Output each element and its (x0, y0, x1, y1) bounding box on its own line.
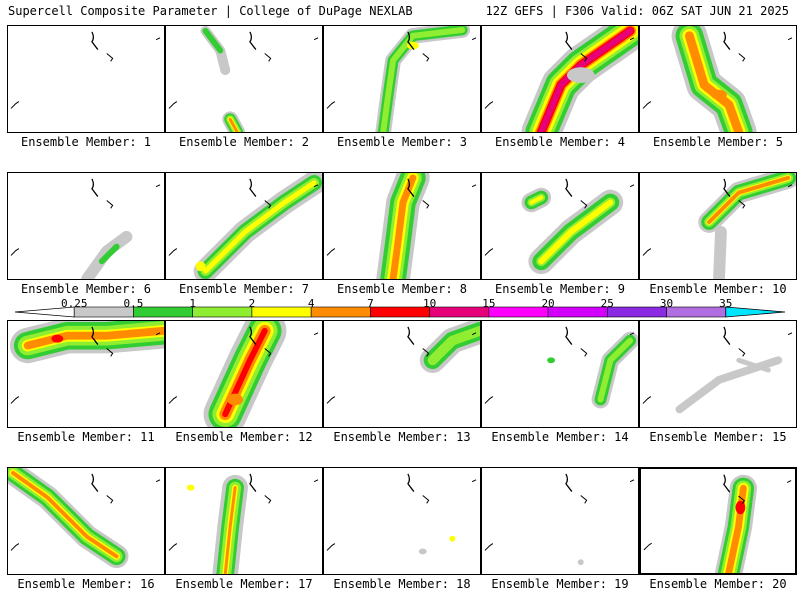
map-title: Supercell Composite Parameter | College … (8, 4, 413, 18)
ensemble-member-map-17[interactable] (165, 467, 323, 575)
map-field (484, 26, 638, 132)
map-field (168, 473, 319, 574)
ensemble-member-label-10: Ensemble Member: 10 (649, 282, 787, 296)
scale-label: 10 (422, 297, 437, 310)
ensemble-member-label-20: Ensemble Member: 20 (649, 577, 787, 591)
map-field (10, 178, 161, 279)
scale-swatch (547, 306, 608, 318)
map-field (642, 173, 796, 279)
map-field (484, 473, 635, 566)
ensemble-member-map-18[interactable] (323, 467, 481, 575)
map-field (8, 468, 161, 569)
scale-label: 2 (248, 297, 256, 310)
ensemble-member-label-6: Ensemble Member: 6 (20, 282, 152, 296)
scale-max-arrow (725, 306, 786, 318)
ensemble-member-label-9: Ensemble Member: 9 (494, 282, 626, 296)
scale-label: 15 (482, 297, 496, 310)
ensemble-member-label-18: Ensemble Member: 18 (333, 577, 471, 591)
scale-label: 1 (189, 297, 196, 310)
map-field (9, 321, 164, 404)
ensemble-member-label-8: Ensemble Member: 8 (336, 282, 468, 296)
scale-swatch (370, 306, 430, 318)
scale-label: 35 (719, 297, 733, 310)
map-field (168, 173, 322, 279)
map-field (484, 178, 635, 275)
scale-swatch (310, 306, 371, 318)
ensemble-member-label-7: Ensemble Member: 7 (178, 282, 310, 296)
ensemble-member-label-16: Ensemble Member: 16 (17, 577, 155, 591)
map-field (168, 321, 319, 427)
scale-swatch (192, 306, 253, 318)
map-field (168, 26, 319, 132)
map-field (643, 474, 792, 573)
ensemble-member-map-12[interactable] (165, 320, 323, 428)
ensemble-member-map-9[interactable] (481, 172, 639, 280)
scale-label: 7 (367, 297, 374, 310)
scale-swatch (607, 306, 667, 318)
ensemble-member-label-3: Ensemble Member: 3 (336, 135, 468, 149)
scale-label: 30 (659, 297, 674, 310)
ensemble-member-map-3[interactable] (323, 25, 481, 133)
ensemble-member-label-12: Ensemble Member: 12 (175, 430, 313, 444)
map-field (642, 26, 793, 132)
map-field (642, 326, 793, 414)
ensemble-member-label-4: Ensemble Member: 4 (494, 135, 626, 149)
map-field (10, 31, 161, 109)
scale-swatch (251, 306, 312, 318)
ensemble-member-map-2[interactable] (165, 25, 323, 133)
scale-label: 0.5 (123, 297, 144, 310)
ensemble-member-label-19: Ensemble Member: 19 (491, 577, 629, 591)
ensemble-member-map-5[interactable] (639, 25, 797, 133)
ensemble-member-map-11[interactable] (7, 320, 165, 428)
map-field (326, 473, 477, 555)
map-field (326, 321, 480, 404)
scale-label: 20 (541, 297, 555, 310)
ensemble-member-map-14[interactable] (481, 320, 639, 428)
ensemble-member-label-13: Ensemble Member: 13 (333, 430, 471, 444)
scale-label: 25 (600, 297, 614, 310)
color-scale-bar (14, 306, 786, 318)
ensemble-member-label-5: Ensemble Member: 5 (652, 135, 784, 149)
ensemble-member-map-13[interactable] (323, 320, 481, 428)
ensemble-member-label-2: Ensemble Member: 2 (178, 135, 310, 149)
ensemble-member-map-1[interactable] (7, 25, 165, 133)
ensemble-member-label-11: Ensemble Member: 11 (17, 430, 155, 444)
ensemble-member-map-10[interactable] (639, 172, 797, 280)
ensemble-member-label-15: Ensemble Member: 15 (649, 430, 787, 444)
map-field (484, 326, 638, 409)
map-field (326, 26, 477, 132)
ensemble-member-label-17: Ensemble Member: 17 (175, 577, 313, 591)
scale-swatch (666, 306, 727, 318)
scale-label: 0.25 (60, 297, 88, 310)
ensemble-member-map-4[interactable] (481, 25, 639, 133)
scale-swatch (488, 306, 549, 318)
scale-swatch (429, 306, 490, 318)
ensemble-member-map-16[interactable] (7, 467, 165, 575)
ensemble-member-map-15[interactable] (639, 320, 797, 428)
map-field (326, 173, 477, 279)
ensemble-member-map-20[interactable] (639, 467, 797, 575)
ensemble-member-map-8[interactable] (323, 172, 481, 280)
ensemble-member-map-7[interactable] (165, 172, 323, 280)
ensemble-member-map-19[interactable] (481, 467, 639, 575)
ensemble-member-map-6[interactable] (7, 172, 165, 280)
ensemble-member-label-14: Ensemble Member: 14 (491, 430, 629, 444)
ensemble-member-label-1: Ensemble Member: 1 (20, 135, 152, 149)
valid-time: 12Z GEFS | F306 Valid: 06Z SAT JUN 21 20… (485, 4, 789, 18)
scale-label: 4 (307, 297, 315, 310)
